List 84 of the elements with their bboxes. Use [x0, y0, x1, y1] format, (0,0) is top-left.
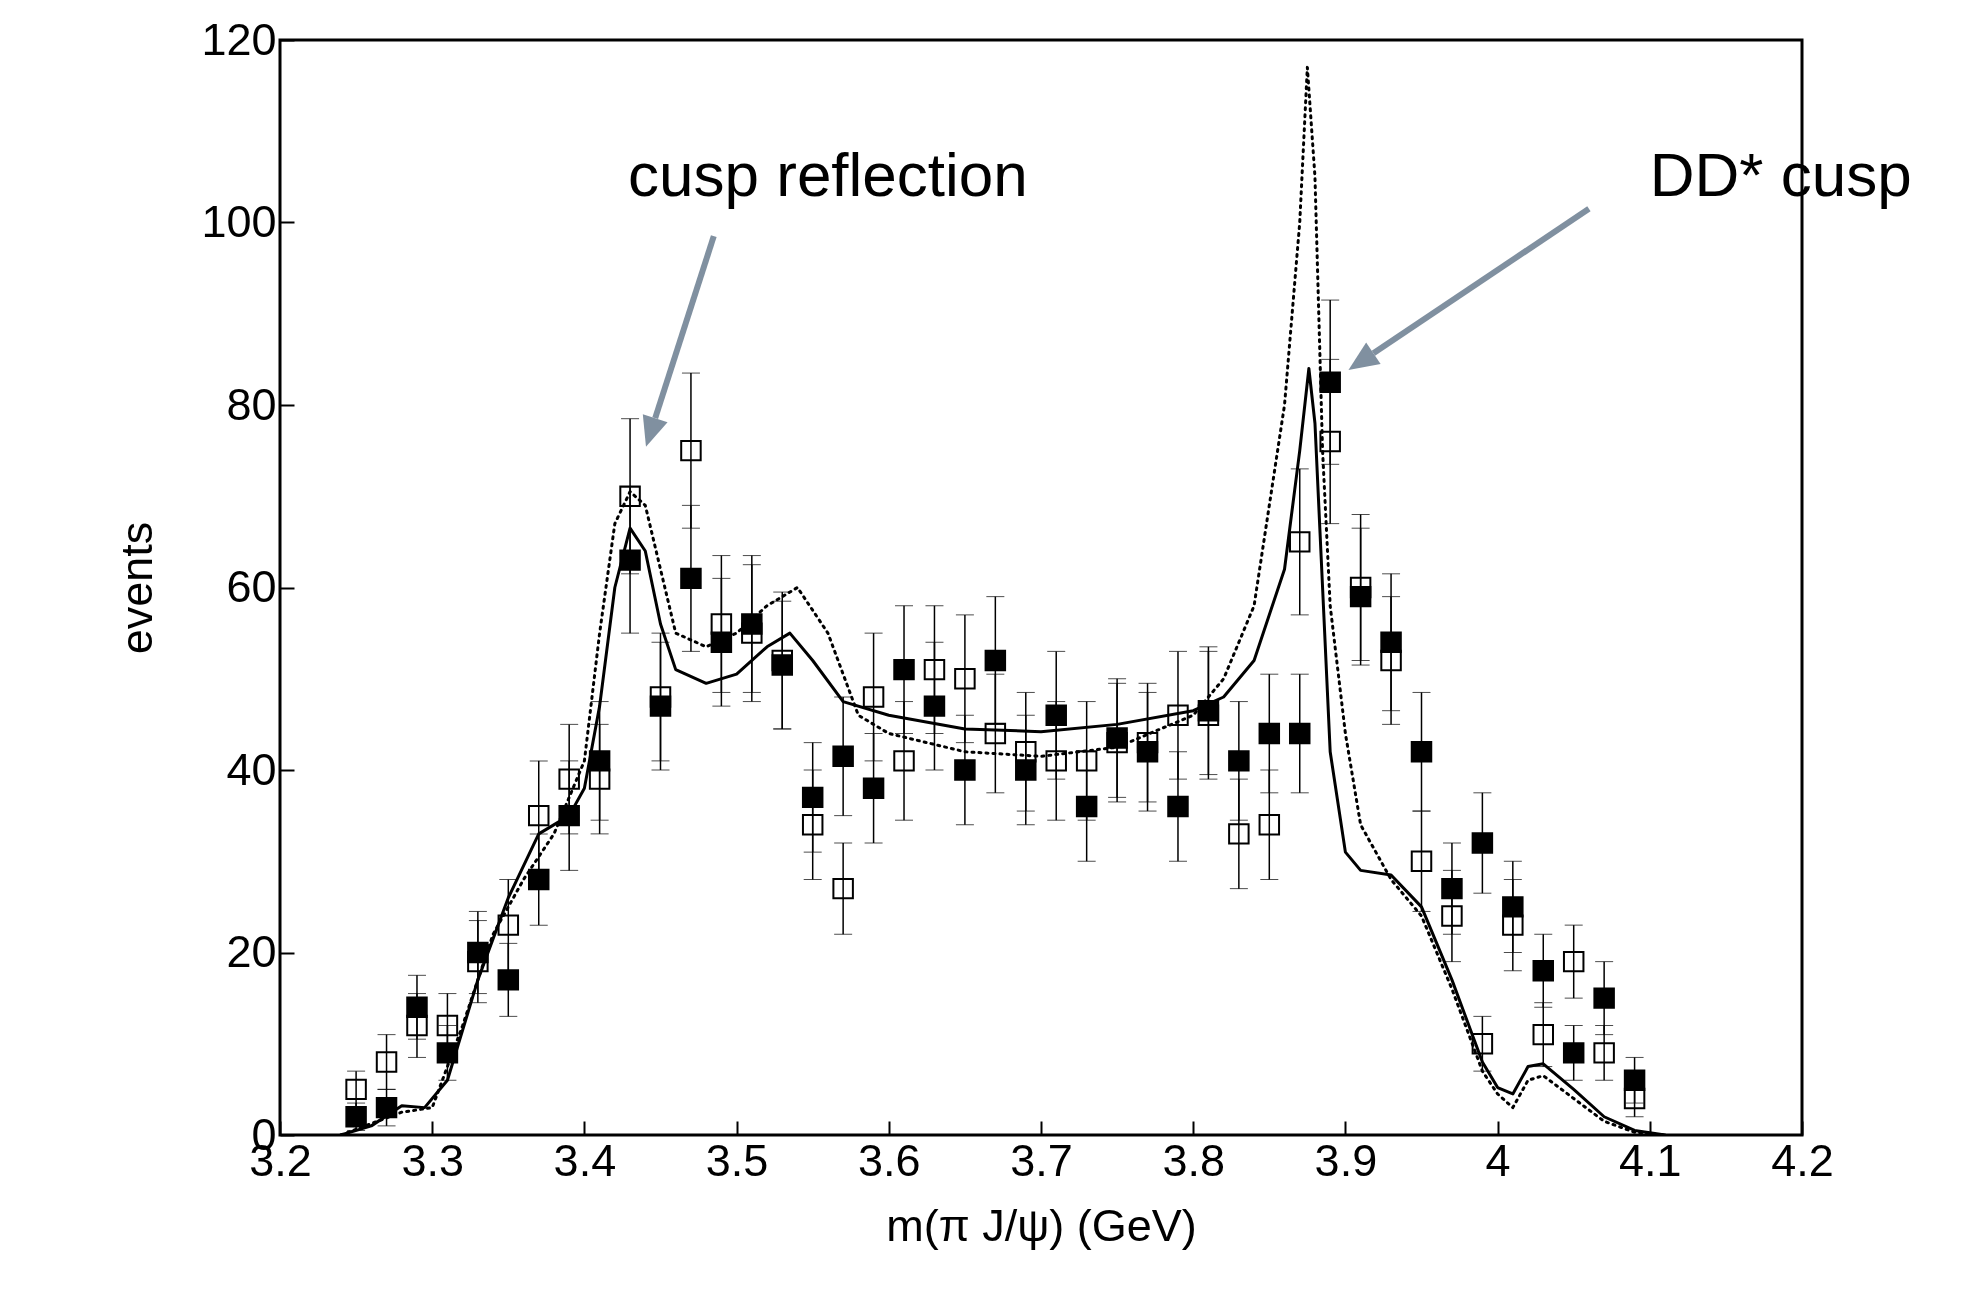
point: [1075, 795, 1098, 818]
point: [527, 868, 550, 891]
x-tick-label: 3.6: [858, 1134, 921, 1186]
point: [1471, 1033, 1494, 1055]
point: [497, 914, 520, 936]
point: [1258, 814, 1281, 836]
point: [1045, 750, 1067, 772]
x-tick-label: 4: [1485, 1134, 1511, 1186]
point: [923, 695, 946, 717]
point: [954, 668, 976, 690]
point: [1562, 1042, 1585, 1064]
x-tick-label: 3.9: [1314, 1134, 1378, 1186]
point: [893, 658, 915, 681]
y-tick-label: 80: [226, 378, 277, 430]
point: [619, 485, 641, 507]
point: [1532, 1023, 1555, 1046]
point: [771, 649, 794, 672]
x-tick-label: 3.7: [1010, 1134, 1073, 1186]
point: [1197, 704, 1220, 726]
point: [527, 804, 550, 827]
point: [680, 567, 702, 590]
x-axis-title: m(π J/ψ) (GeV): [886, 1199, 1197, 1251]
point: [680, 439, 702, 462]
point: [1471, 832, 1494, 854]
point: [406, 1014, 428, 1037]
point: [1623, 1087, 1646, 1110]
point: [1045, 704, 1067, 726]
point: [345, 1078, 367, 1101]
point: [649, 686, 672, 708]
point: [375, 1051, 398, 1073]
point: [1441, 905, 1463, 927]
point: [832, 877, 854, 900]
point: [1441, 877, 1463, 900]
x-tick-label: 3.3: [401, 1134, 464, 1186]
point: [1167, 795, 1189, 818]
point: [1502, 914, 1524, 936]
point: [1167, 704, 1189, 726]
point: [1228, 750, 1250, 772]
point: [1106, 731, 1128, 754]
point: [1136, 731, 1159, 754]
x-tick-label: 3.8: [1162, 1134, 1225, 1186]
point: [436, 1014, 459, 1037]
point: [1593, 987, 1615, 1009]
y-axis-title: events: [111, 521, 163, 655]
point: [1593, 1042, 1615, 1064]
point: [1015, 741, 1037, 763]
point: [1410, 741, 1433, 763]
y-tick-label: 60: [226, 561, 277, 612]
point: [1410, 850, 1433, 872]
point: [588, 768, 611, 790]
annotation: cusp reflection: [628, 139, 1028, 209]
point: [862, 777, 885, 799]
point: [1288, 531, 1311, 553]
y-tick-label: 120: [201, 13, 277, 65]
point: [923, 658, 946, 681]
x-tick-label: 3.4: [553, 1134, 617, 1186]
point: [1562, 950, 1585, 973]
point: [1288, 722, 1311, 745]
point: [497, 969, 520, 991]
point: [984, 722, 1007, 745]
x-tick-label: 3.5: [705, 1134, 769, 1186]
y-tick-label: 40: [226, 743, 277, 795]
point: [710, 613, 733, 635]
point: [832, 745, 854, 768]
point: [1319, 430, 1341, 453]
point: [954, 759, 976, 781]
point: [1380, 649, 1402, 672]
point: [984, 649, 1007, 672]
point: [1258, 722, 1281, 745]
point: [1075, 750, 1098, 772]
point: [1532, 960, 1555, 982]
x-tick-label: 4.1: [1619, 1134, 1682, 1186]
y-tick-label: 100: [201, 196, 277, 247]
point: [862, 686, 885, 708]
point: [741, 622, 763, 644]
point: [893, 750, 915, 772]
point: [1349, 576, 1372, 599]
y-tick-label: 20: [226, 926, 277, 977]
point: [801, 786, 824, 809]
point: [467, 950, 489, 973]
x-tick-label: 4.2: [1771, 1134, 1834, 1186]
point: [558, 768, 580, 790]
point: [1228, 823, 1250, 845]
point: [801, 814, 824, 836]
